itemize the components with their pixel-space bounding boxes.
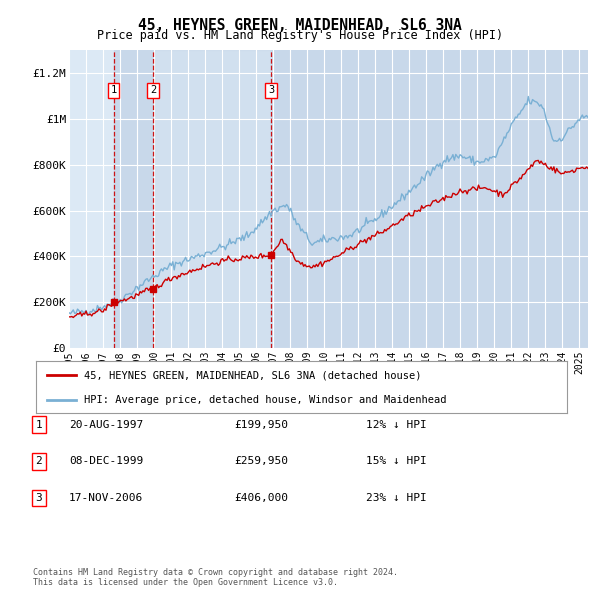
Text: Contains HM Land Registry data © Crown copyright and database right 2024.
This d: Contains HM Land Registry data © Crown c… (33, 568, 398, 587)
Text: 23% ↓ HPI: 23% ↓ HPI (366, 493, 427, 503)
Text: 12% ↓ HPI: 12% ↓ HPI (366, 420, 427, 430)
Text: 45, HEYNES GREEN, MAIDENHEAD, SL6 3NA (detached house): 45, HEYNES GREEN, MAIDENHEAD, SL6 3NA (d… (84, 370, 421, 380)
Text: 3: 3 (35, 493, 43, 503)
Text: £199,950: £199,950 (234, 420, 288, 430)
Bar (69, 50, 114, 348)
Text: 2: 2 (150, 86, 156, 96)
Text: 17-NOV-2006: 17-NOV-2006 (69, 493, 143, 503)
Text: HPI: Average price, detached house, Windsor and Maidenhead: HPI: Average price, detached house, Wind… (84, 395, 446, 405)
Text: £259,950: £259,950 (234, 457, 288, 466)
Bar (114, 50, 153, 348)
Text: 1: 1 (110, 86, 117, 96)
Text: Price paid vs. HM Land Registry's House Price Index (HPI): Price paid vs. HM Land Registry's House … (97, 30, 503, 42)
Text: 20-AUG-1997: 20-AUG-1997 (69, 420, 143, 430)
Text: £406,000: £406,000 (234, 493, 288, 503)
Text: 15% ↓ HPI: 15% ↓ HPI (366, 457, 427, 466)
Bar (153, 50, 271, 348)
Bar (271, 50, 588, 348)
Text: 45, HEYNES GREEN, MAIDENHEAD, SL6 3NA: 45, HEYNES GREEN, MAIDENHEAD, SL6 3NA (138, 18, 462, 32)
Text: 2: 2 (35, 457, 43, 466)
Text: 1: 1 (35, 420, 43, 430)
Text: 08-DEC-1999: 08-DEC-1999 (69, 457, 143, 466)
Text: 3: 3 (268, 86, 274, 96)
